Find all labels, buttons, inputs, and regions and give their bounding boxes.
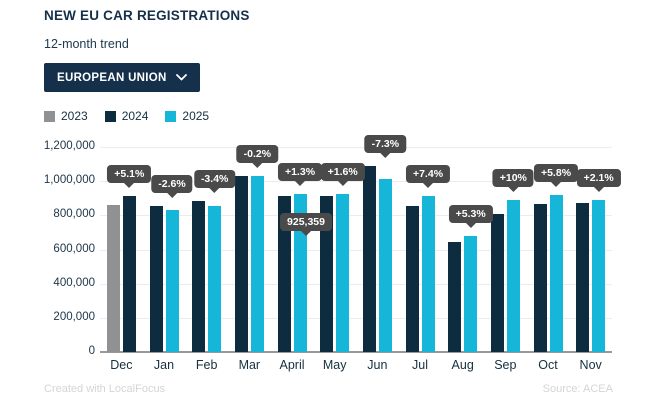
tooltip-pct-oct: +5.8% bbox=[533, 164, 579, 183]
x-axis-label-sep: Sep bbox=[494, 358, 517, 372]
bar-sep-2025[interactable] bbox=[506, 200, 520, 352]
legend-item-2025: 2025 bbox=[165, 109, 209, 123]
bar-may-2025[interactable] bbox=[336, 193, 350, 352]
x-axis-line bbox=[100, 351, 612, 353]
source-text: Source: ACEA bbox=[542, 383, 613, 395]
tooltip-pct-jun: -7.3% bbox=[364, 134, 407, 153]
legend-swatch-2025 bbox=[165, 110, 177, 122]
bar-may-2024[interactable] bbox=[320, 196, 334, 352]
gridline bbox=[100, 317, 612, 319]
bar-sep-2024[interactable] bbox=[490, 213, 504, 352]
tooltip-pct-may: +1.6% bbox=[320, 162, 365, 181]
tooltip-pct-dec: +5.1% bbox=[107, 165, 152, 184]
x-axis-label-may: May bbox=[322, 358, 347, 372]
chevron-down-icon bbox=[175, 74, 187, 81]
bar-jan-2024[interactable] bbox=[149, 206, 163, 352]
tooltip-pct-jul: +7.4% bbox=[405, 164, 451, 183]
x-axis-label-feb: Feb bbox=[195, 358, 218, 372]
bar-feb-2024[interactable] bbox=[192, 200, 206, 352]
bar-mar-2025[interactable] bbox=[250, 176, 264, 352]
legend-swatch-2024 bbox=[104, 110, 116, 122]
credit-text: Created with LocalFocus bbox=[44, 383, 166, 395]
bar-april-2024[interactable] bbox=[277, 196, 291, 352]
bar-jan-2025[interactable] bbox=[165, 210, 179, 352]
y-axis-tick-label: 400,000 bbox=[53, 276, 95, 289]
x-axis-label-jun: Jun bbox=[367, 358, 388, 372]
x-axis-label-nov: Nov bbox=[579, 358, 602, 372]
gridline bbox=[100, 215, 612, 217]
tooltip-pct-mar: -0.2% bbox=[236, 144, 279, 163]
bar-jun-2024[interactable] bbox=[362, 165, 376, 352]
y-axis-tick-label: 200,000 bbox=[53, 310, 95, 323]
gridline bbox=[100, 283, 612, 285]
legend-swatch-2023 bbox=[44, 110, 55, 122]
bar-nov-2024[interactable] bbox=[576, 203, 590, 352]
bar-aug-2024[interactable] bbox=[448, 241, 462, 352]
x-axis-label-april: April bbox=[279, 358, 305, 372]
x-axis-label-jul: Jul bbox=[412, 358, 428, 372]
legend-item-2023: 2023 bbox=[44, 109, 88, 123]
chart-subtitle: 12-month trend bbox=[44, 37, 129, 51]
tooltip-value-april: 925,359 bbox=[280, 212, 332, 231]
x-axis-label-mar: Mar bbox=[238, 358, 261, 372]
x-axis-label-jan: Jan bbox=[153, 358, 175, 372]
legend-label-2025: 2025 bbox=[182, 109, 210, 123]
x-axis-label-dec: Dec bbox=[110, 358, 133, 372]
bar-aug-2025[interactable] bbox=[464, 236, 478, 352]
bar-mar-2024[interactable] bbox=[234, 175, 248, 352]
bar-jul-2024[interactable] bbox=[405, 206, 419, 352]
bar-feb-2025[interactable] bbox=[208, 206, 222, 352]
tooltip-pct-april: +1.3% bbox=[277, 162, 323, 181]
legend: 2023 2024 2025 bbox=[44, 109, 209, 123]
tooltip-pct-aug: +5.3% bbox=[448, 205, 493, 224]
x-axis-label-aug: Aug bbox=[451, 358, 474, 372]
legend-item-2024: 2024 bbox=[104, 109, 149, 123]
tooltip-pct-sep: +10% bbox=[492, 169, 534, 188]
bar-dec-2024[interactable] bbox=[122, 196, 136, 352]
y-axis-tick-label: 800,000 bbox=[53, 208, 95, 221]
y-axis-tick-label: 600,000 bbox=[53, 242, 95, 255]
tooltip-pct-jan: -2.6% bbox=[151, 175, 193, 194]
y-axis-tick-label: 0 bbox=[88, 345, 95, 357]
region-select-dropdown[interactable]: EUROPEAN UNION bbox=[44, 63, 200, 92]
tooltip-pct-nov: +2.1% bbox=[576, 169, 621, 188]
x-axis-label-oct: Oct bbox=[538, 358, 558, 372]
legend-label-2023: 2023 bbox=[61, 109, 88, 123]
bar-dec-2023[interactable] bbox=[106, 204, 120, 352]
bar-jul-2025[interactable] bbox=[421, 195, 435, 352]
y-axis-tick-label: 1,000,000 bbox=[43, 174, 95, 187]
bar-nov-2025[interactable] bbox=[592, 200, 606, 352]
bar-oct-2025[interactable] bbox=[549, 195, 563, 352]
legend-label-2024: 2024 bbox=[121, 109, 149, 123]
bar-oct-2024[interactable] bbox=[533, 204, 547, 352]
page-title: NEW EU CAR REGISTRATIONS bbox=[44, 8, 250, 23]
y-axis-tick-label: 1,200,000 bbox=[43, 140, 95, 152]
gridline bbox=[100, 147, 612, 148]
bar-jun-2025[interactable] bbox=[378, 179, 392, 352]
tooltip-pct-feb: -3.4% bbox=[193, 169, 236, 188]
gridline bbox=[100, 181, 612, 183]
region-select-label: EUROPEAN UNION bbox=[57, 71, 167, 84]
gridline bbox=[100, 249, 612, 251]
